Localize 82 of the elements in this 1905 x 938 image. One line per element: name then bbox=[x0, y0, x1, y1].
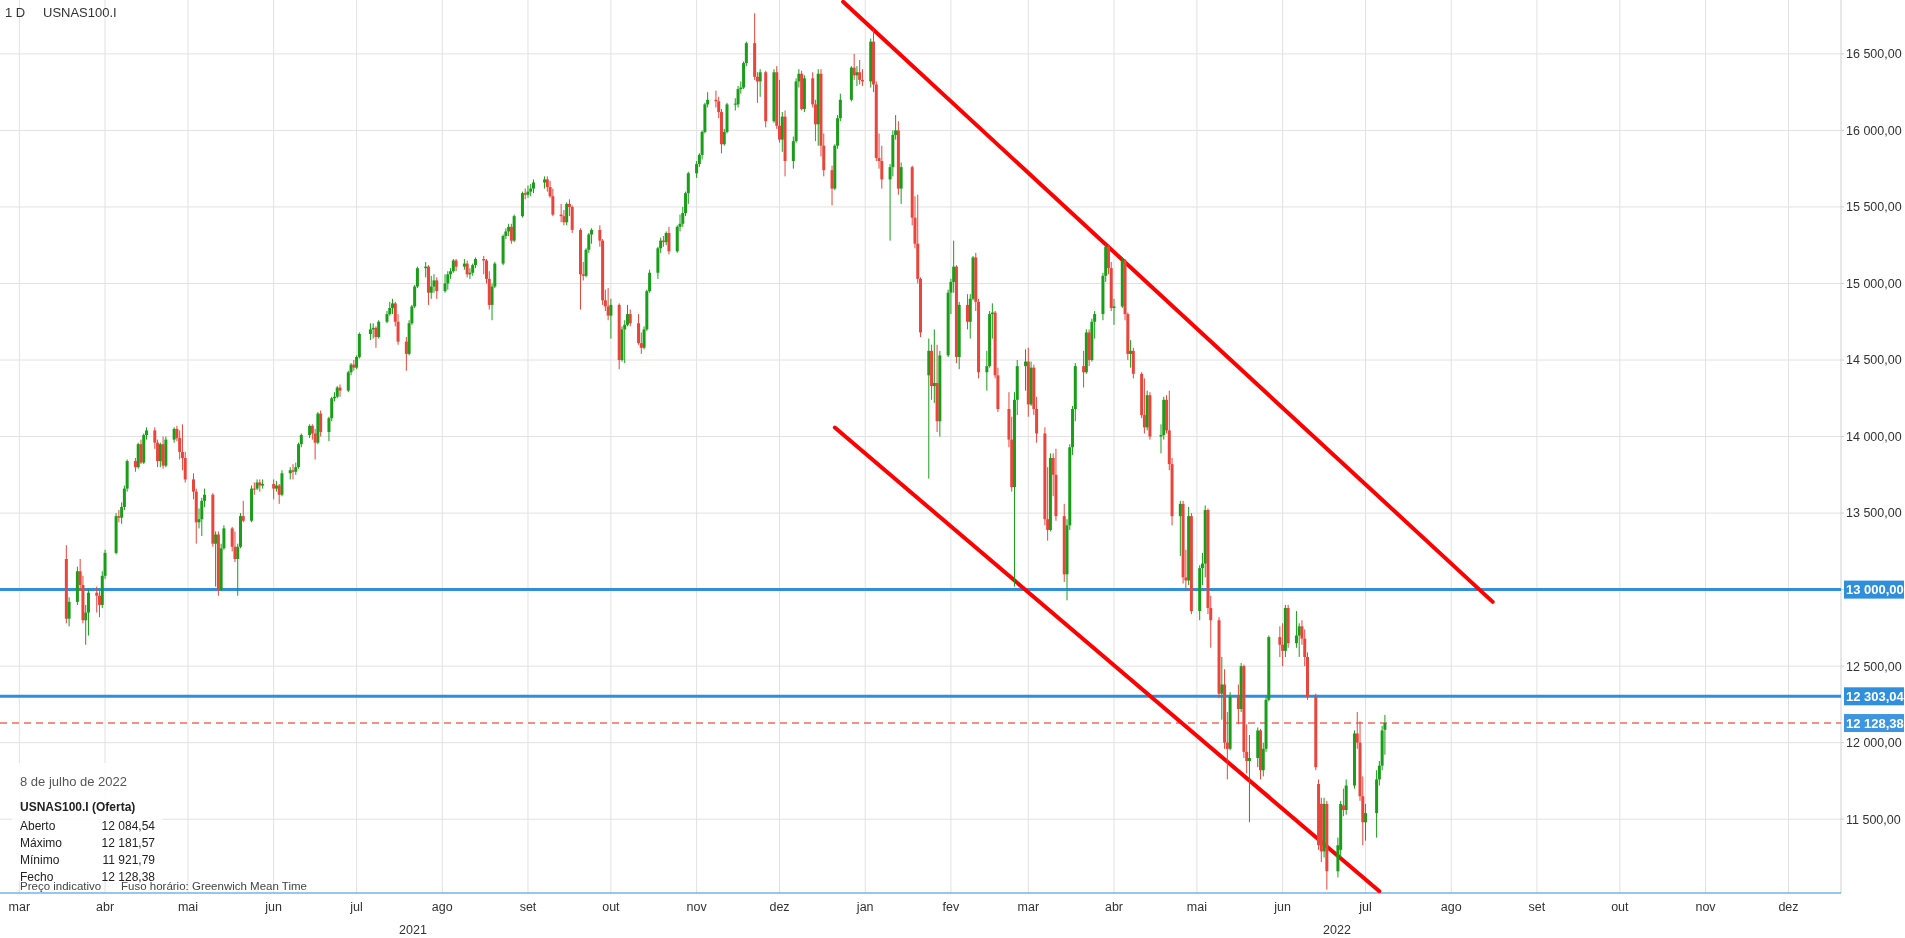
candlestick bbox=[313, 428, 317, 461]
x-tick-label: ago bbox=[1440, 900, 1462, 914]
y-tick-label: 13 500,00 bbox=[1846, 506, 1902, 521]
candlestick bbox=[1364, 803, 1368, 842]
x-tick-label: mai bbox=[177, 900, 199, 914]
x-tick-label: out bbox=[1611, 900, 1630, 914]
x-tick-label: jun bbox=[264, 900, 283, 914]
y-tick-label: 14 500,00 bbox=[1846, 353, 1902, 368]
x-tick-label: ago bbox=[431, 900, 453, 914]
annotation: 12 084,54 bbox=[101, 819, 156, 833]
candlestick bbox=[139, 439, 143, 465]
x-tick-label: dez bbox=[769, 900, 790, 914]
candlestick bbox=[1129, 339, 1133, 369]
x-tick-label: nov bbox=[1695, 900, 1717, 914]
candlestick bbox=[520, 191, 524, 219]
x-tick-label: fev bbox=[942, 900, 960, 914]
annotation: 11 921,79 bbox=[102, 853, 156, 867]
candlestick bbox=[277, 483, 281, 505]
annotation: 12 181,57 bbox=[101, 836, 156, 850]
candlestick bbox=[117, 509, 121, 523]
candlestick bbox=[606, 287, 610, 321]
y-tick-label: 16 500,00 bbox=[1846, 47, 1902, 62]
x-tick-label: jun bbox=[1273, 900, 1291, 914]
candlestick bbox=[1281, 622, 1285, 667]
candlestick bbox=[429, 275, 433, 300]
candlestick bbox=[736, 85, 740, 108]
candlestick bbox=[67, 596, 71, 627]
x-tick-label: dez bbox=[1778, 900, 1799, 914]
y-tick-label: 15 500,00 bbox=[1846, 200, 1902, 215]
x-tick-label: mar bbox=[8, 900, 31, 914]
y-tick-label: 16 000,00 bbox=[1846, 123, 1902, 138]
x-tick-label: mai bbox=[1186, 900, 1207, 914]
x-tick-label: set bbox=[1528, 900, 1546, 914]
text: 2021 bbox=[399, 923, 427, 937]
x-tick-label: set bbox=[519, 900, 537, 914]
candlestick bbox=[758, 68, 762, 98]
annotation: Aberto bbox=[20, 819, 56, 833]
x-tick-label: out bbox=[602, 900, 621, 914]
candlestick bbox=[435, 276, 439, 300]
y-tick-label: 15 000,00 bbox=[1846, 276, 1902, 291]
candlestick bbox=[565, 201, 569, 226]
candlestick bbox=[1341, 788, 1345, 817]
y-tick-label: 12 000,00 bbox=[1846, 736, 1902, 751]
candlestick bbox=[1178, 500, 1182, 557]
chart-title: 1 D bbox=[5, 5, 26, 20]
y-tick-label: 14 000,00 bbox=[1846, 429, 1902, 444]
annotation: Mínimo bbox=[20, 853, 60, 867]
candlestick bbox=[1236, 684, 1240, 725]
candlestick bbox=[241, 500, 245, 523]
ref-line-label: 12 128,38 bbox=[1846, 715, 1904, 731]
x-tick-label: mar bbox=[1017, 900, 1040, 914]
annotation: USNAS100.I (Oferta) bbox=[20, 800, 136, 814]
ref-line-label: 13 000,00 bbox=[1846, 582, 1904, 598]
annotation: Máximo bbox=[20, 836, 63, 850]
candlestick bbox=[965, 293, 969, 330]
x-tick-label: nov bbox=[686, 900, 708, 914]
candlestick bbox=[252, 481, 256, 496]
candlestick bbox=[852, 53, 856, 81]
y-tick-label: 11 500,00 bbox=[1846, 812, 1901, 827]
candlestick bbox=[374, 325, 378, 349]
candlestick bbox=[899, 162, 903, 205]
ref-line-label: 12 303,04 bbox=[1846, 688, 1905, 704]
candlestick bbox=[95, 586, 99, 614]
annotation: 8 de julho de 2022 bbox=[20, 774, 127, 789]
candlestick bbox=[446, 270, 450, 291]
candlestick bbox=[830, 165, 834, 206]
candlestick bbox=[404, 336, 408, 372]
candlestick bbox=[1082, 350, 1086, 389]
candlestick bbox=[319, 410, 323, 438]
chart-subtitle: USNAS100.I bbox=[43, 5, 117, 20]
candlestick bbox=[233, 530, 237, 563]
x-tick-label: abr bbox=[96, 900, 115, 914]
x-tick-label: abr bbox=[1104, 900, 1124, 914]
x-tick-label: jul bbox=[1358, 900, 1372, 914]
x-tick-label: jan bbox=[855, 900, 874, 914]
annotation: 12 128,38 bbox=[101, 870, 156, 884]
candlestick bbox=[377, 319, 381, 340]
x-tick-label: jul bbox=[349, 900, 363, 914]
candlestick bbox=[443, 273, 447, 294]
y-tick-label: 12 500,00 bbox=[1846, 659, 1902, 674]
text: 2022 bbox=[1323, 923, 1351, 937]
candlestick bbox=[98, 590, 102, 618]
